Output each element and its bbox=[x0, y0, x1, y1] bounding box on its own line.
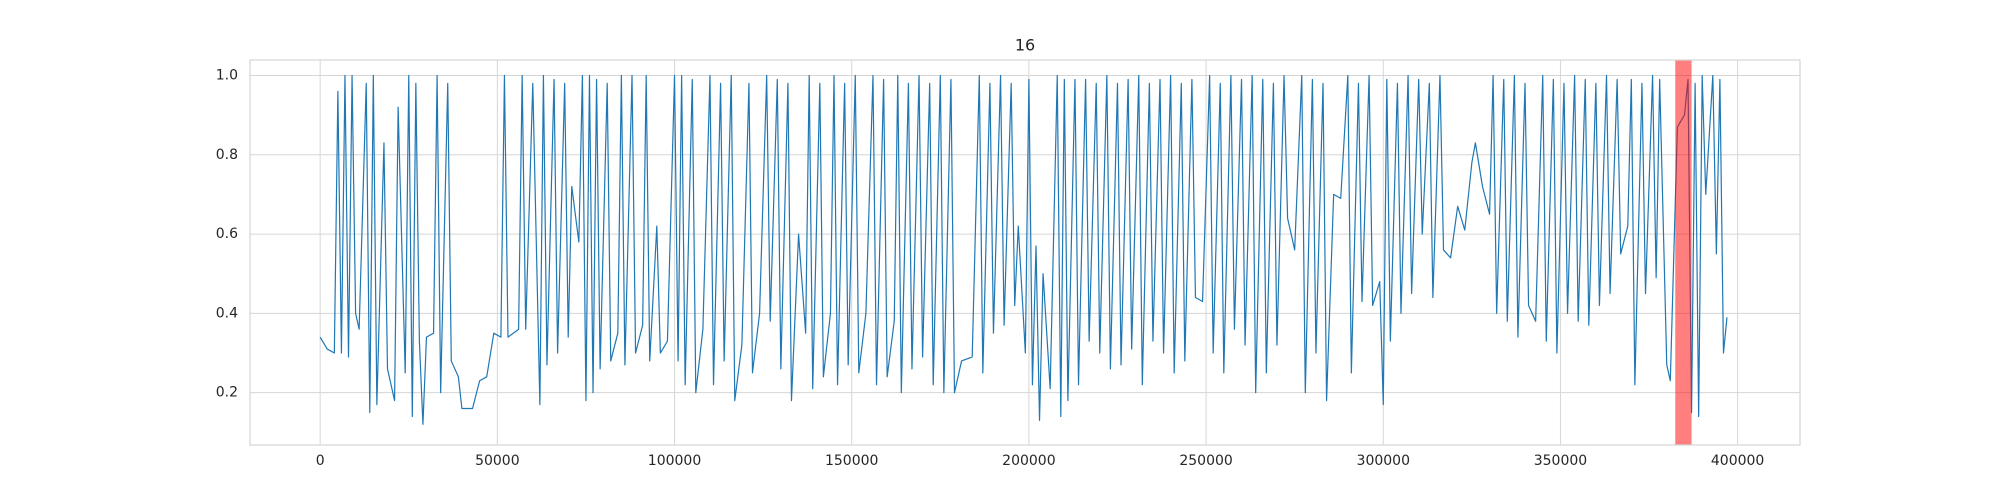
highlight-span bbox=[1675, 60, 1692, 445]
y-tick-label: 0.8 bbox=[216, 147, 238, 163]
x-tick-label: 400000 bbox=[1711, 453, 1764, 469]
x-tick-label: 0 bbox=[316, 453, 325, 469]
x-tick-label: 300000 bbox=[1357, 453, 1410, 469]
data-line bbox=[319, 74, 1728, 425]
y-tick-label: 1.0 bbox=[216, 67, 238, 83]
x-tick-label: 200000 bbox=[1002, 453, 1055, 469]
y-tick-label: 0.2 bbox=[216, 385, 238, 401]
x-tick-label: 250000 bbox=[1179, 453, 1232, 469]
x-tick-label: 350000 bbox=[1534, 453, 1587, 469]
plot-frame bbox=[249, 59, 1801, 446]
x-tick-label: 50000 bbox=[475, 453, 520, 469]
chart-title: 16 bbox=[1015, 36, 1035, 55]
x-tick-label: 100000 bbox=[648, 453, 701, 469]
y-tick-label: 0.6 bbox=[216, 226, 238, 242]
y-tick-label: 0.4 bbox=[216, 305, 238, 321]
x-tick-label: 150000 bbox=[825, 453, 878, 469]
